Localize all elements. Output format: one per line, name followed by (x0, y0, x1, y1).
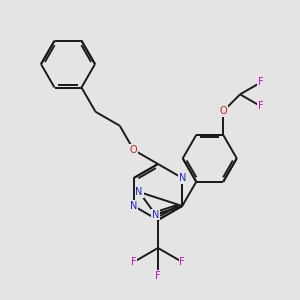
Text: O: O (130, 145, 138, 155)
Text: N: N (136, 187, 143, 197)
Text: F: F (258, 77, 263, 88)
Text: O: O (219, 106, 227, 116)
Text: N: N (152, 210, 159, 220)
Text: F: F (155, 271, 161, 281)
Text: N: N (178, 173, 186, 183)
Text: F: F (179, 257, 185, 267)
Text: F: F (131, 257, 137, 267)
Text: F: F (258, 101, 263, 111)
Text: N: N (130, 201, 137, 211)
